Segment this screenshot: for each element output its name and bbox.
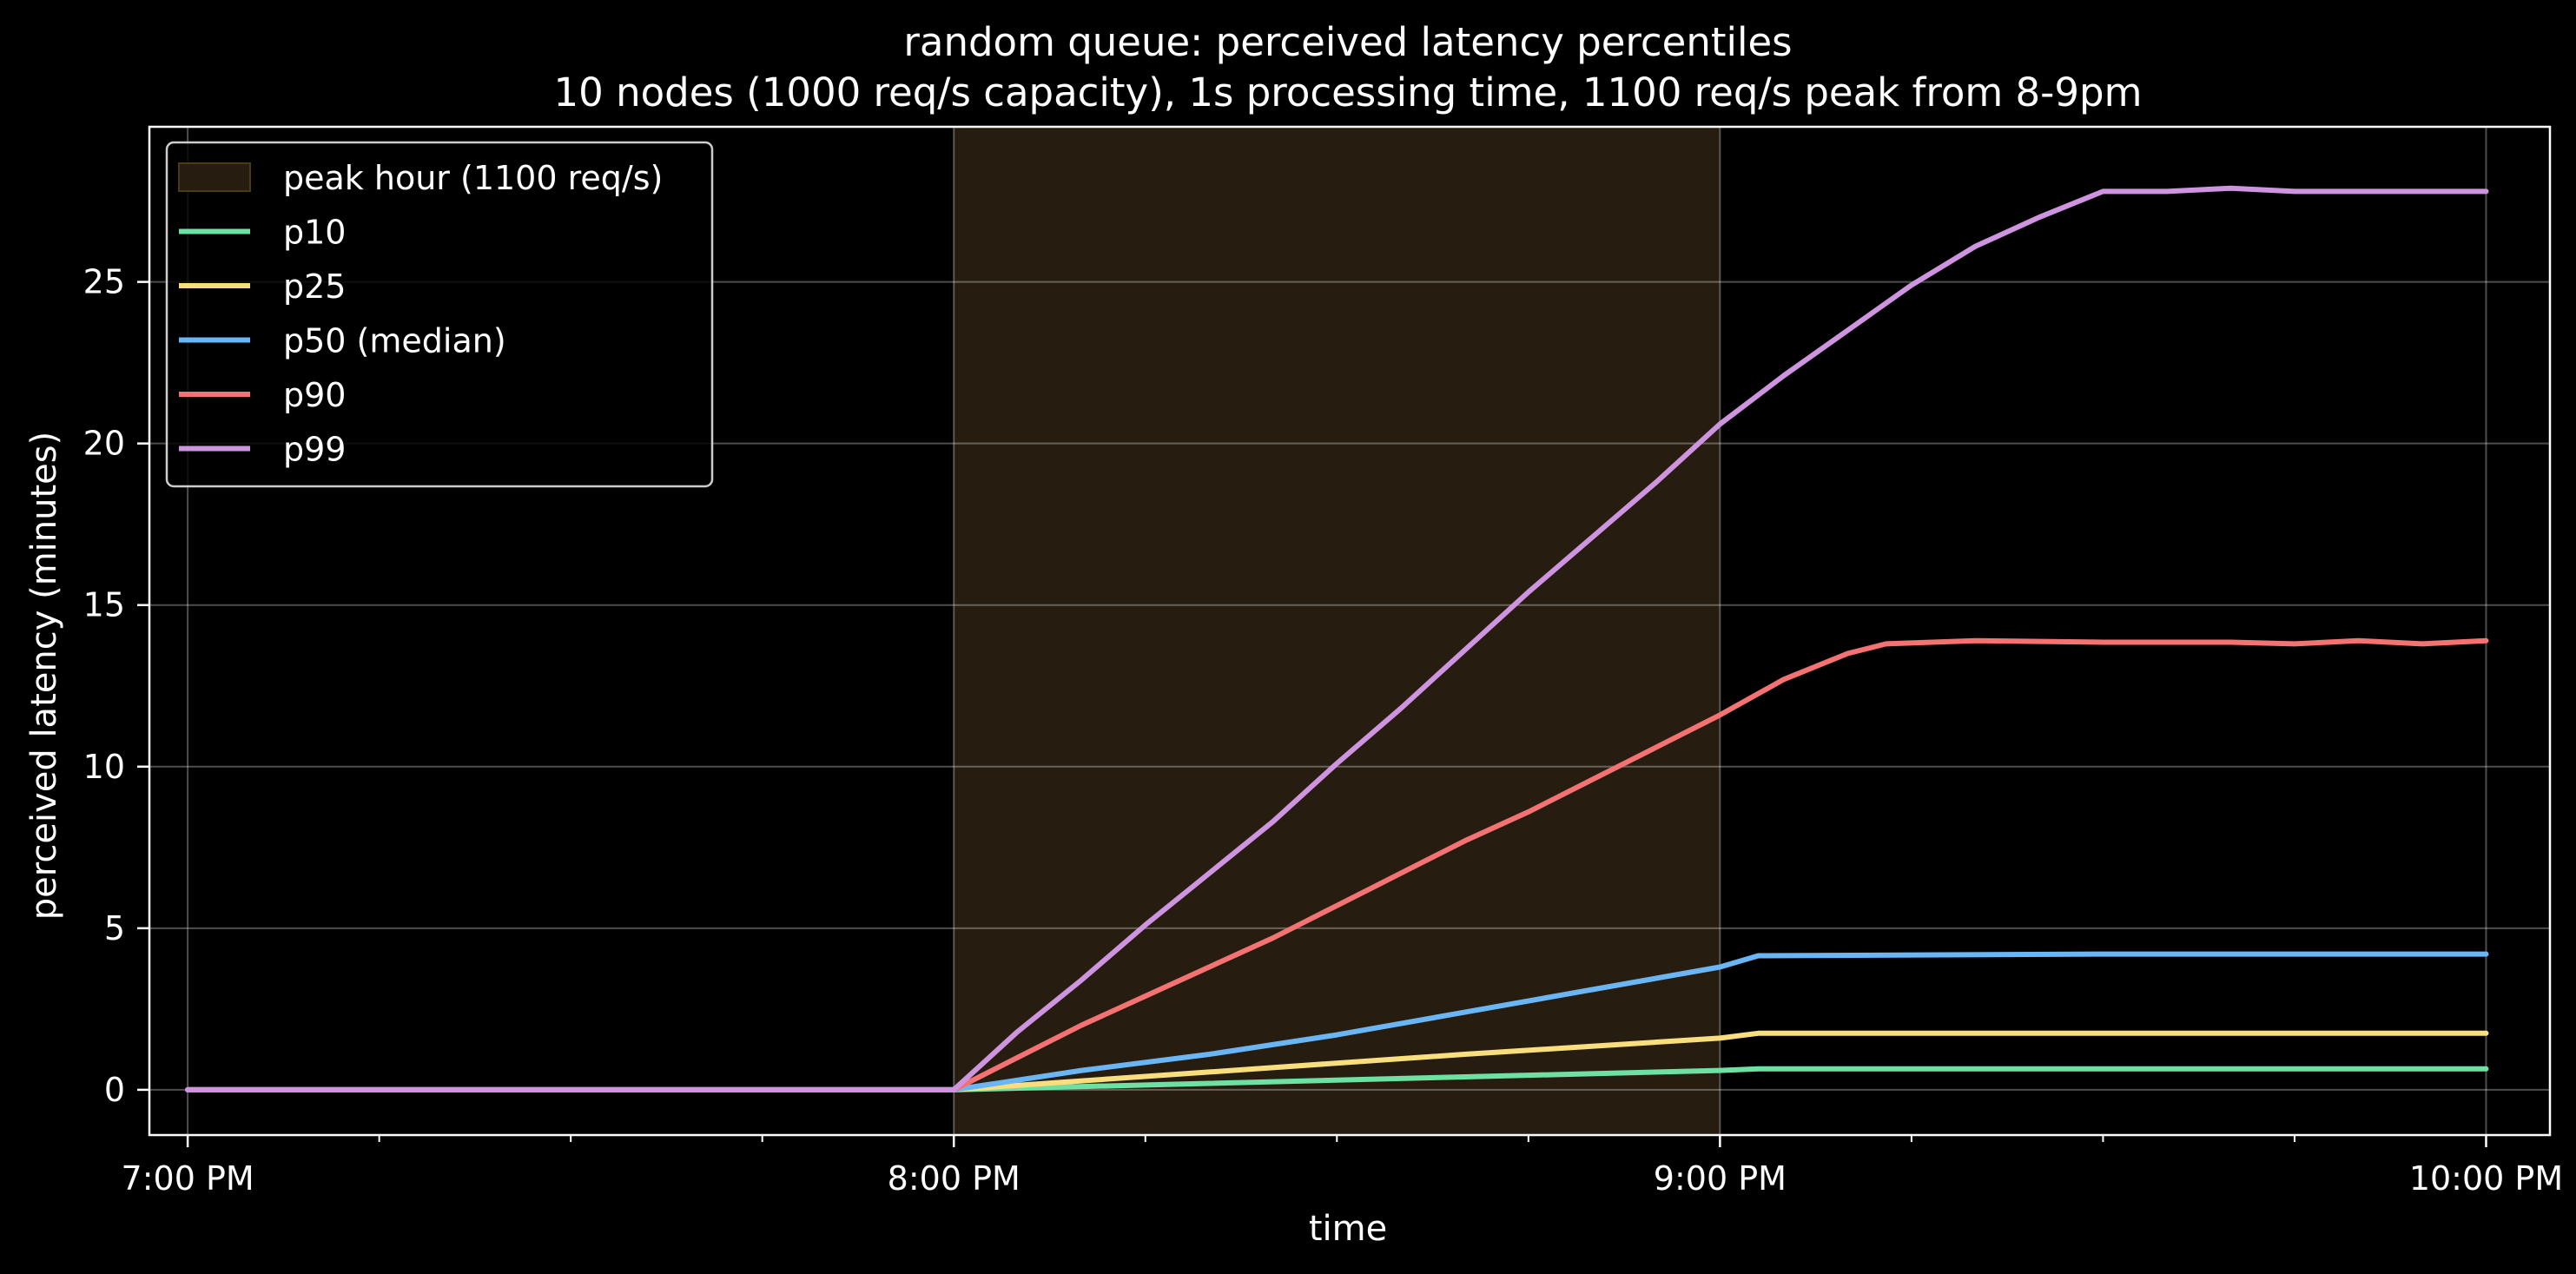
- chart-title: random queue: perceived latency percenti…: [903, 19, 1792, 65]
- y-tick-label: 0: [104, 1071, 125, 1109]
- legend-box: [165, 141, 714, 488]
- legend-label: p10: [283, 214, 346, 252]
- x-tick-label: 9:00 PM: [1654, 1159, 1787, 1198]
- chart-subtitle: 10 nodes (1000 req/s capacity), 1s proce…: [554, 69, 2143, 116]
- legend-label: p50 (median): [283, 322, 506, 360]
- y-tick-label: 25: [83, 263, 125, 301]
- y-tick-label: 20: [83, 425, 125, 463]
- legend-label: peak hour (1100 req/s): [283, 159, 663, 197]
- legend-label: p90: [283, 376, 346, 414]
- legend-swatch-peak-hour: [178, 162, 251, 192]
- peak-hour-band: [954, 127, 1721, 1135]
- legend-item: p10: [179, 214, 346, 252]
- legend: peak hour (1100 req/s) p10 p25 p50 (median)…: [165, 141, 714, 488]
- legend-item: p90: [179, 376, 346, 414]
- y-tick-label: 5: [104, 909, 125, 947]
- legend-item: p50 (median): [179, 322, 506, 360]
- plot-area: 7:00 PM 8:00 PM 9:00 PM 10:00 PM 0 5 10 15 20 25 p…: [83, 125, 2563, 1198]
- x-axis-label: time: [1309, 1209, 1387, 1249]
- axes-frame: [148, 125, 2552, 1137]
- legend-item: p99: [179, 431, 346, 469]
- series-line-p99: [185, 185, 2489, 1092]
- y-tick-label: 15: [83, 586, 125, 624]
- x-tick-label: 7:00 PM: [122, 1159, 254, 1198]
- legend-label: p25: [283, 267, 346, 306]
- x-tick-label: 8:00 PM: [888, 1159, 1020, 1198]
- y-axis-label: perceived latency (minutes): [24, 432, 64, 920]
- series-line-p90: [185, 637, 2489, 1092]
- x-tick-label: 10:00 PM: [2409, 1159, 2563, 1198]
- series-lines: [185, 185, 2489, 1092]
- legend-item: p25: [179, 267, 346, 306]
- y-tick-label: 10: [83, 748, 125, 786]
- series-line-p50-median-: [185, 951, 2489, 1092]
- series-line-p25: [185, 1030, 2489, 1092]
- legend-label: p99: [283, 431, 346, 469]
- legend-item: peak hour (1100 req/s): [178, 159, 663, 197]
